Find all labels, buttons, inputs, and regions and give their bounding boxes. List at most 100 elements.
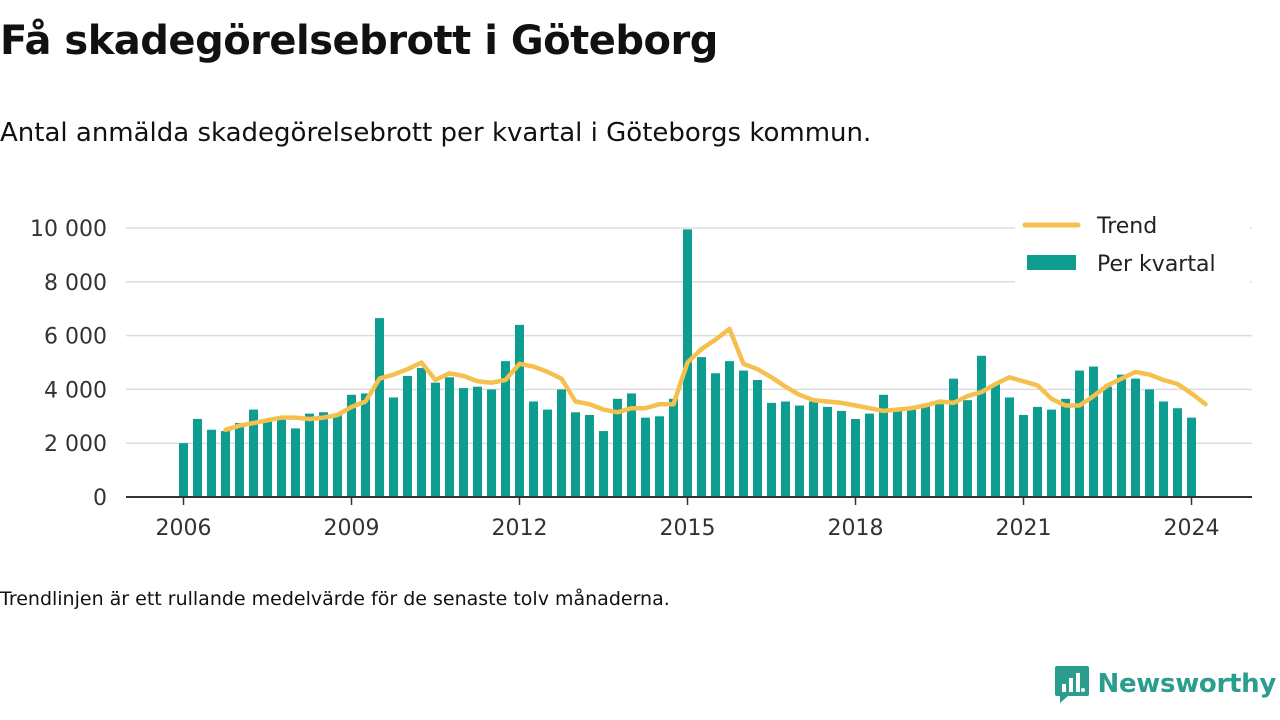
chart-title: Få skadegörelsebrott i Göteborg [0, 18, 718, 64]
bar [879, 394, 888, 497]
bar [277, 418, 286, 497]
x-tick-label: 2006 [156, 516, 212, 541]
y-tick-label: 6 000 [44, 325, 107, 350]
bar [655, 416, 664, 497]
bar [1187, 417, 1196, 497]
newsworthy-logo-icon [1054, 666, 1089, 703]
bar [361, 393, 370, 497]
x-tick-label: 2021 [996, 516, 1052, 541]
y-tick-label: 2 000 [44, 432, 107, 457]
bar [557, 389, 566, 497]
bar [1103, 386, 1112, 497]
bar [1131, 378, 1140, 497]
legend-bar-swatch [1027, 255, 1076, 270]
bar [669, 398, 678, 497]
bar [221, 431, 230, 497]
bar [949, 378, 958, 497]
bar [711, 373, 720, 497]
trend-line [223, 326, 1208, 433]
bar [851, 418, 860, 497]
bar [1019, 414, 1028, 497]
bar [1075, 370, 1084, 497]
y-tick-label: 10 000 [30, 217, 107, 242]
bar [1173, 408, 1182, 497]
x-tick-label: 2024 [1164, 516, 1220, 541]
y-tick-label: 8 000 [44, 271, 107, 296]
bar [487, 389, 496, 497]
bar [823, 406, 832, 497]
bar [893, 408, 902, 497]
bar [1033, 406, 1042, 497]
bar [1117, 374, 1126, 497]
bar [837, 410, 846, 497]
bar [501, 361, 510, 497]
legend-bar-label: Per kvartal [1097, 252, 1216, 277]
bar [585, 414, 594, 497]
bar [389, 397, 398, 497]
bar [977, 355, 986, 497]
bar [697, 357, 706, 497]
bar [991, 384, 1000, 497]
bar [1145, 389, 1154, 497]
bar [1061, 398, 1070, 497]
x-axis-ticks: 2006 2009 2012 2015 2018 2021 2024 [156, 497, 1220, 541]
legend: Trend Per kvartal [1015, 206, 1250, 284]
bar [795, 405, 804, 497]
bar [193, 418, 202, 497]
bar [963, 400, 972, 497]
x-tick-label: 2009 [324, 516, 380, 541]
chart-subtitle: Antal anmälda skadegörelsebrott per kvar… [0, 118, 872, 148]
bar [207, 429, 216, 497]
bar [599, 431, 608, 497]
bar [179, 443, 188, 497]
bar [319, 412, 328, 497]
x-tick-label: 2012 [492, 516, 548, 541]
bar [515, 324, 524, 497]
bar [305, 413, 314, 497]
bar [809, 401, 818, 497]
bar [865, 413, 874, 497]
bar [543, 409, 552, 497]
bar [347, 394, 356, 497]
bar [739, 370, 748, 497]
legend-background [1015, 206, 1250, 284]
footnote: Trendlinjen är ett rullande medelvärde f… [0, 588, 670, 610]
bar [935, 404, 944, 497]
bar [235, 423, 244, 497]
bar [725, 361, 734, 497]
x-tick-label: 2018 [828, 516, 884, 541]
brand-logo: Newsworthy [1054, 664, 1276, 704]
bar [907, 406, 916, 497]
bar [445, 377, 454, 497]
bar-series [179, 229, 1196, 497]
bar [1047, 409, 1056, 497]
bar [333, 414, 342, 497]
brand-name: Newsworthy [1097, 669, 1277, 699]
legend-trend-label: Trend [1096, 214, 1157, 239]
bar [291, 428, 300, 497]
bar [417, 367, 426, 497]
bar [753, 379, 762, 497]
bar [431, 382, 440, 497]
bar [459, 388, 468, 497]
bar [571, 412, 580, 497]
bar [263, 421, 272, 497]
bar [781, 401, 790, 497]
bar [249, 409, 258, 497]
bar [1005, 397, 1014, 497]
bar [641, 417, 650, 497]
bar [1159, 401, 1168, 497]
bar [529, 401, 538, 497]
y-axis-ticks: 0 2 000 4 000 6 000 8 000 10 000 [30, 217, 107, 511]
bar [613, 398, 622, 497]
bar [473, 386, 482, 497]
y-tick-label: 4 000 [44, 378, 107, 403]
bar [1089, 366, 1098, 497]
x-tick-label: 2015 [660, 516, 716, 541]
bar-line-chart: 0 2 000 4 000 6 000 8 000 10 000 2006 2009 2012… [30, 206, 1252, 541]
bar [375, 318, 384, 497]
bar [767, 402, 776, 497]
bar [403, 375, 412, 497]
y-tick-label: 0 [93, 486, 107, 511]
bar [921, 405, 930, 497]
